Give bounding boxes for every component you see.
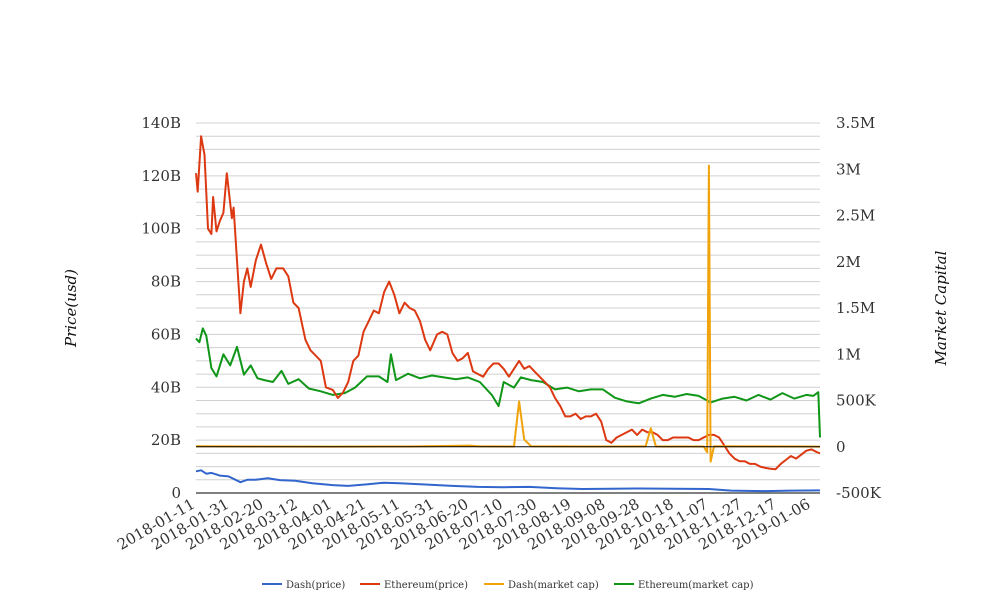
series-line-dash-price — [195, 469, 821, 493]
series-line-ethereum-market-cap — [195, 327, 821, 438]
right-tick-label: 3.5M — [836, 114, 875, 132]
series-line-dash-market-cap — [195, 164, 821, 463]
left-tick-label: 140B — [141, 114, 181, 132]
right-tick-label: -500K — [836, 484, 882, 502]
x-axis-ticks: 2018-01-112018-01-312018-02-202018-03-12… — [114, 495, 813, 554]
right-tick-label: 3M — [836, 160, 861, 178]
left-axis-ticks: 0 20B 40B 60B 80B 100B 120B 140B — [141, 114, 181, 502]
grid — [196, 122, 820, 494]
right-axis-title: Market Capital — [932, 250, 950, 366]
left-tick-label: 100B — [141, 220, 181, 238]
legend: Dash(price) Ethereum(price) Dash(market ca… — [262, 580, 754, 591]
left-tick-label: 120B — [141, 167, 181, 185]
right-tick-label: 2.5M — [836, 207, 875, 225]
left-tick-label: 40B — [151, 378, 181, 396]
legend-label: Ethereum(price) — [384, 580, 468, 591]
right-tick-label: 0 — [836, 438, 846, 456]
left-tick-label: 80B — [151, 273, 181, 291]
right-tick-label: 1.5M — [836, 299, 875, 317]
axes — [196, 446, 820, 494]
series-line-ethereum-price — [195, 135, 821, 471]
left-tick-label: 20B — [151, 431, 181, 449]
right-tick-label: 1M — [836, 345, 861, 363]
right-tick-label: 500K — [836, 392, 877, 410]
left-axis-title: Price(usd) — [62, 269, 80, 348]
right-axis-ticks: -500K 0 500K 1M 1.5M 2M 2.5M 3M 3.5M — [836, 114, 882, 502]
legend-label: Dash(market cap) — [508, 580, 599, 591]
right-tick-label: 2M — [836, 253, 861, 271]
legend-label: Dash(price) — [286, 580, 345, 591]
left-tick-label: 60B — [151, 325, 181, 343]
legend-label: Ethereum(market cap) — [638, 580, 754, 591]
left-tick-label: 0 — [171, 484, 181, 502]
